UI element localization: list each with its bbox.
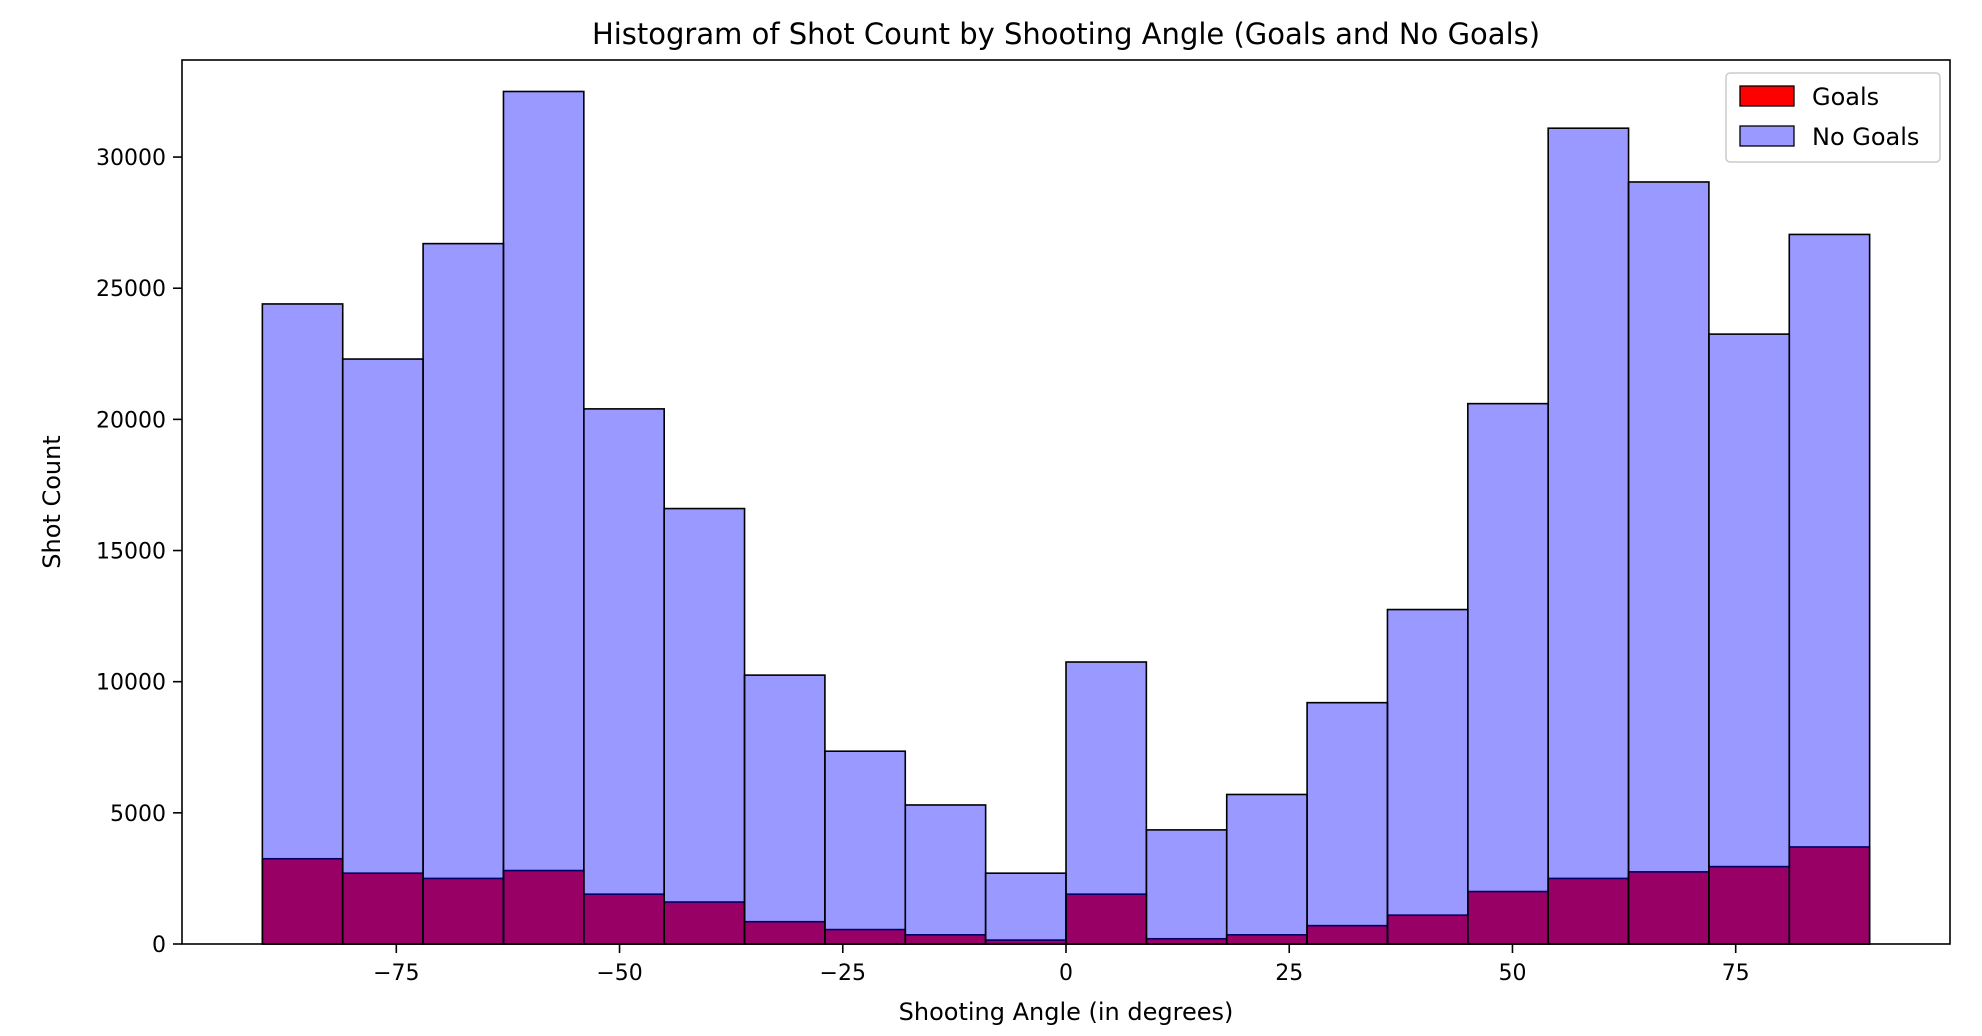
bar-no-goals-6 xyxy=(743,674,826,945)
bar-no-goals-18 xyxy=(1708,333,1791,945)
ticks-layer: −75 −50 −25 0 25 50 75 0 5000 10000 15000 20000 2500… xyxy=(96,146,1750,986)
y-tick-label-1: 5000 xyxy=(110,802,166,827)
bars-layer xyxy=(261,90,1871,945)
bar-no-goals-0 xyxy=(261,303,344,945)
y-axis-label: Shot Count xyxy=(38,435,66,568)
x-tick-label-1: −50 xyxy=(596,961,642,986)
bar-no-goals-5 xyxy=(663,507,746,945)
plot-area-frame xyxy=(181,59,1951,945)
bar-goals-18 xyxy=(1708,865,1791,945)
legend-swatch-goals xyxy=(1739,85,1795,107)
bar-no-goals-8 xyxy=(904,804,987,945)
bar-no-goals-3 xyxy=(502,90,585,945)
x-tick-label-3: 0 xyxy=(1059,961,1073,986)
y-tick-label-3: 15000 xyxy=(96,540,166,565)
bar-no-goals-17 xyxy=(1627,181,1710,945)
bar-goals-1 xyxy=(341,872,424,945)
y-tick-label-2: 10000 xyxy=(96,671,166,696)
bar-goals-0 xyxy=(261,857,344,945)
bar-no-goals-14 xyxy=(1386,608,1469,945)
bar-no-goals-9 xyxy=(984,872,1067,945)
y-tick-label-0: 0 xyxy=(152,933,166,958)
bar-no-goals-7 xyxy=(824,750,907,945)
legend-swatch-no-goals xyxy=(1739,125,1795,147)
x-tick-label-6: 75 xyxy=(1722,961,1750,986)
bar-goals-17 xyxy=(1627,871,1710,945)
legend-label-no-goals: No Goals xyxy=(1812,123,1919,151)
x-tick-label-4: 25 xyxy=(1275,961,1303,986)
bar-no-goals-13 xyxy=(1306,701,1389,945)
chart-title: Histogram of Shot Count by Shooting Angl… xyxy=(592,17,1540,51)
bar-no-goals-19 xyxy=(1788,233,1871,945)
bar-no-goals-10 xyxy=(1065,661,1148,945)
x-axis-label: Shooting Angle (in degrees) xyxy=(899,998,1234,1026)
bar-no-goals-12 xyxy=(1225,793,1308,945)
bar-no-goals-11 xyxy=(1145,829,1228,945)
bar-no-goals-1 xyxy=(341,358,424,945)
bar-no-goals-4 xyxy=(583,408,665,945)
y-tick-label-4: 20000 xyxy=(96,408,166,433)
legend: Goals No Goals xyxy=(1725,72,1941,163)
y-tick-label-6: 30000 xyxy=(96,146,166,171)
bar-no-goals-15 xyxy=(1467,402,1549,945)
x-tick-label-2: −25 xyxy=(820,961,866,986)
x-tick-label-5: 50 xyxy=(1498,961,1526,986)
bar-goals-15 xyxy=(1467,890,1549,945)
legend-label-goals: Goals xyxy=(1812,83,1879,111)
bar-no-goals-16 xyxy=(1547,127,1630,945)
x-tick-label-0: −75 xyxy=(373,961,419,986)
y-tick-label-5: 25000 xyxy=(96,277,166,302)
bar-no-goals-2 xyxy=(422,242,505,945)
bar-goals-19 xyxy=(1788,846,1871,945)
